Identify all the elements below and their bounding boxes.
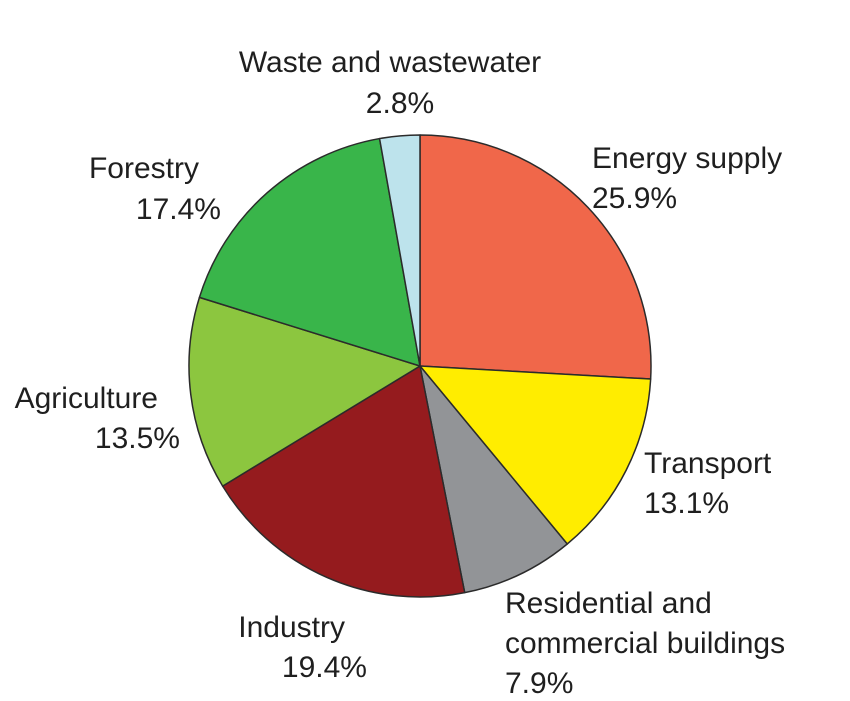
label-residential-line1: Residential and [505,587,712,620]
slice-industry [221,365,466,598]
label-transport: Transport [644,447,772,480]
value-residential: 7.9% [505,667,573,700]
slice-energy-supply [419,134,652,380]
slice-agriculture [188,296,421,487]
slice-forestry [198,137,421,367]
value-transport: 13.1% [644,487,729,520]
label-forestry: Forestry [89,152,199,185]
value-forestry: 17.4% [136,193,221,226]
value-waste: 2.8% [366,87,434,120]
label-waste: Waste and wastewater [239,46,541,79]
label-residential-line2: commercial buildings [505,627,785,660]
slice-residential-and-commercial-buildings [419,365,568,594]
value-energy-supply: 25.9% [592,182,677,215]
slice-waste-and-wastewater [378,134,421,367]
pie-slices [188,134,652,598]
label-energy-supply: Energy supply [592,142,782,175]
value-industry: 19.4% [282,651,367,684]
label-agriculture: Agriculture [15,382,158,415]
label-industry: Industry [238,611,345,644]
value-agriculture: 13.5% [95,422,180,455]
slice-transport [419,365,652,545]
